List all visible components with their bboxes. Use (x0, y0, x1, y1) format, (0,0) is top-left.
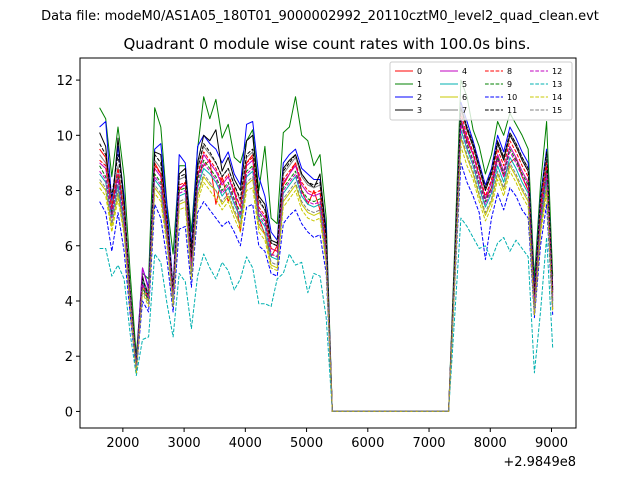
x-offset-label: +2.9849e8 (503, 455, 576, 470)
legend-label: 12 (552, 67, 562, 76)
y-tick-label: 10 (56, 129, 73, 144)
legend-label: 14 (552, 93, 562, 102)
legend-label: 4 (462, 67, 467, 76)
x-tick-label: 5000 (290, 436, 323, 451)
y-tick-label: 2 (65, 350, 73, 365)
legend-label: 11 (507, 106, 517, 115)
chart-title: Quadrant 0 module wise count rates with … (123, 35, 530, 53)
y-tick-label: 0 (65, 405, 73, 420)
figure-suptitle: Data file: modeM0/AS1A05_180T01_90000029… (41, 9, 599, 24)
legend-label: 13 (552, 80, 562, 89)
legend-label: 0 (417, 67, 422, 76)
y-tick-label: 8 (65, 185, 73, 200)
legend-label: 8 (507, 67, 512, 76)
x-tick-label: 4000 (229, 436, 262, 451)
legend-label: 15 (552, 106, 562, 115)
y-axis: 0 2 4 6 8 10 12 (56, 74, 80, 420)
legend-label: 10 (507, 93, 517, 102)
series-line-15 (99, 134, 554, 412)
x-tick-label: 3000 (168, 436, 201, 451)
legend-label: 5 (462, 80, 467, 89)
y-tick-label: 12 (56, 74, 73, 89)
series-line-13 (99, 217, 554, 412)
series-layer (99, 79, 554, 412)
series-line-11 (99, 107, 554, 412)
plot-frame (79, 57, 577, 429)
x-axis: 2000 3000 4000 5000 6000 7000 8000 9000 (106, 428, 568, 451)
legend-label: 7 (462, 106, 467, 115)
legend-label: 3 (417, 106, 422, 115)
y-tick-label: 6 (65, 240, 73, 255)
x-tick-label: 2000 (106, 436, 139, 451)
y-tick-label: 4 (65, 295, 73, 310)
series-line-1 (99, 79, 554, 412)
legend-label: 2 (417, 93, 422, 102)
x-tick-label: 8000 (474, 436, 507, 451)
x-tick-label: 9000 (535, 436, 568, 451)
x-tick-label: 6000 (351, 436, 384, 451)
legend-label: 1 (417, 80, 422, 89)
legend-box (389, 61, 573, 121)
x-tick-label: 7000 (412, 436, 445, 451)
legend-label: 6 (462, 93, 467, 102)
legend-label: 9 (507, 80, 512, 89)
